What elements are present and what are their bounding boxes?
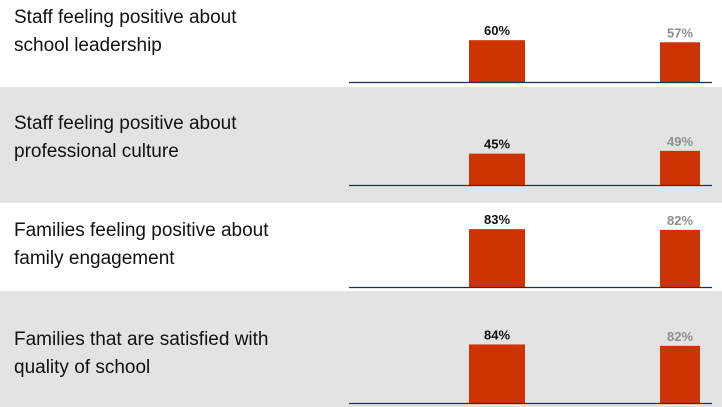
value-label-secondary: 49%	[667, 134, 693, 149]
category-label-line: Staff feeling positive about	[14, 7, 237, 28]
chart-row-plot: 83% 82%	[349, 212, 712, 289]
value-label-primary: 60%	[484, 23, 510, 38]
category-label-line: quality of school	[14, 357, 151, 378]
bar-secondary	[660, 345, 700, 403]
bar-secondary	[660, 42, 700, 82]
category-label-line: school leadership	[14, 35, 162, 56]
bar-primary	[469, 153, 525, 185]
value-label-primary: 83%	[484, 212, 510, 227]
bar-primary	[469, 40, 525, 82]
chart-row: Families that are satisfied with quality …	[0, 291, 722, 407]
category-label: Staff feeling positive about school leade…	[14, 4, 334, 60]
category-label-line: Staff feeling positive about	[14, 113, 237, 134]
category-label-line: Families feeling positive about	[14, 220, 269, 241]
bar-primary	[469, 229, 525, 287]
value-label-secondary: 82%	[667, 213, 693, 228]
chart-row-plot: 60% 57%	[349, 23, 712, 84]
value-label-secondary: 82%	[667, 329, 693, 344]
category-label: Families feeling positive about family en…	[14, 217, 334, 273]
value-label-secondary: 57%	[667, 25, 693, 40]
category-label-line: family engagement	[14, 248, 175, 269]
category-label-line: Families that are satisfied with	[14, 329, 269, 350]
chart-row-plot: 45% 49%	[349, 134, 712, 187]
bar-secondary	[660, 229, 700, 287]
value-label-primary: 84%	[484, 327, 510, 342]
bar-secondary	[660, 150, 700, 185]
category-label-line: professional culture	[14, 141, 179, 162]
bar-primary	[469, 344, 525, 403]
chart-row: Staff feeling positive about school leade…	[0, 0, 722, 87]
chart-row: Families feeling positive about family en…	[0, 203, 722, 291]
value-label-primary: 45%	[484, 137, 510, 152]
chart-row: Staff feeling positive about professional…	[0, 87, 722, 203]
category-label: Families that are satisfied with quality …	[14, 326, 334, 382]
category-label: Staff feeling positive about professional…	[14, 110, 334, 166]
chart-row-plot: 84% 82%	[349, 327, 712, 405]
